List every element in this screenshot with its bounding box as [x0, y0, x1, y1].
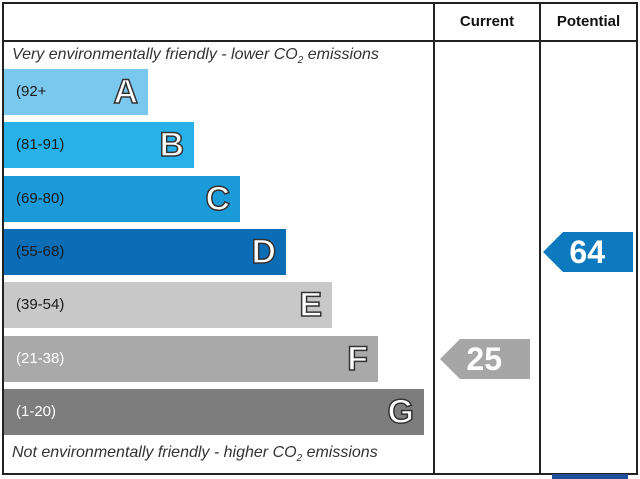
band-g: (1-20) G	[4, 389, 424, 435]
band-range-label: (81-91)	[16, 136, 65, 153]
current-column-divider	[433, 2, 435, 475]
band-letter: G	[387, 392, 415, 432]
current-rating-value: 25	[466, 341, 502, 377]
band-e: (39-54) E	[4, 282, 332, 328]
band-range-label: (1-20)	[16, 403, 57, 420]
band-letter: E	[299, 285, 323, 325]
band-f: (21-38) F	[4, 336, 378, 382]
band-c: (69-80) C	[4, 176, 240, 222]
band-letter: F	[346, 339, 368, 379]
header-divider	[2, 40, 638, 42]
band-range-label: (69-80)	[16, 190, 65, 207]
band-range-label: (39-54)	[16, 296, 65, 313]
potential-column-divider	[539, 2, 541, 475]
band-range-label: (21-38)	[16, 350, 65, 367]
top-caption: Very environmentally friendly - lower CO…	[12, 46, 379, 67]
bottom-caption: Not environmentally friendly - higher CO…	[12, 444, 378, 465]
band-b: (81-91) B	[4, 122, 194, 168]
next-section-strip	[552, 474, 628, 479]
current-rating-arrow: 25	[440, 339, 530, 379]
potential-column-header: Potential	[556, 13, 621, 30]
band-d: (55-68) D	[4, 229, 286, 275]
band-letter: A	[113, 72, 139, 112]
band-letter: B	[159, 125, 185, 165]
band-letter: D	[251, 232, 277, 272]
potential-rating-value: 64	[569, 234, 605, 270]
band-range-label: (55-68)	[16, 243, 65, 260]
potential-rating-arrow: 64	[543, 232, 633, 272]
band-letter: C	[205, 179, 231, 219]
band-a: (92+ A	[4, 69, 148, 115]
band-range-label: (92+	[16, 83, 47, 100]
current-column-header: Current	[459, 13, 515, 30]
